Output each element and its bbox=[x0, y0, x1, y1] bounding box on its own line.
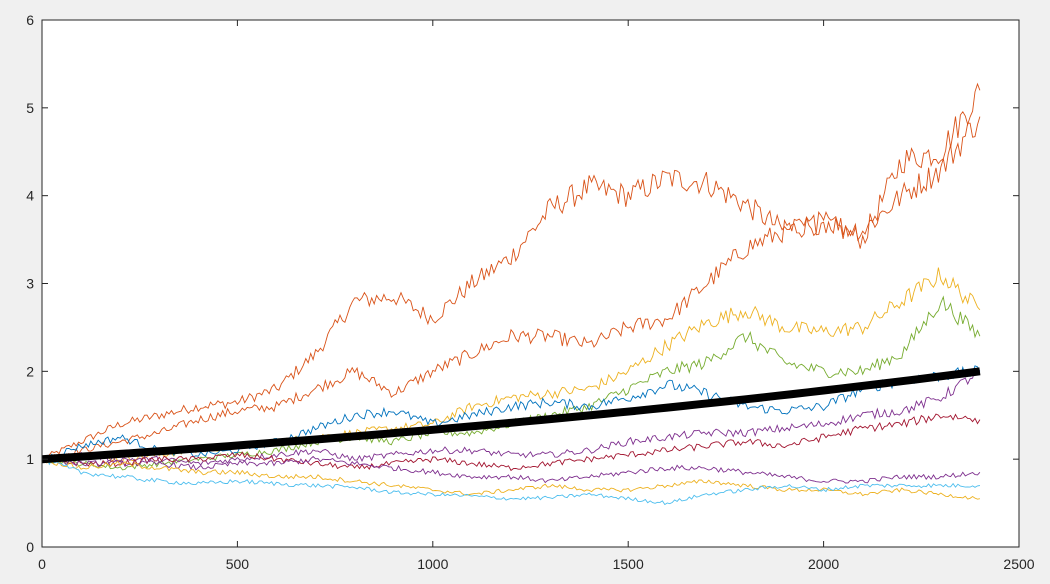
y-tick-label: 6 bbox=[26, 12, 34, 28]
y-tick-label: 5 bbox=[26, 100, 34, 116]
x-tick-label: 2000 bbox=[808, 556, 839, 572]
x-tick-label: 0 bbox=[38, 556, 46, 572]
x-tick-label: 2500 bbox=[1003, 556, 1034, 572]
series-line-8 bbox=[41, 455, 981, 484]
y-tick-label: 4 bbox=[26, 188, 34, 204]
plot-area bbox=[42, 20, 1019, 547]
series-line-2 bbox=[41, 116, 981, 461]
y-tick-label: 2 bbox=[26, 363, 34, 379]
series-line-6 bbox=[41, 369, 981, 466]
x-tick-label: 500 bbox=[226, 556, 250, 572]
tick-layer: 0 500 1000 1500 2000 2500 0 1 2 3 4 5 6 bbox=[26, 12, 1035, 572]
x-tick-label: 1000 bbox=[417, 556, 448, 572]
mean-line bbox=[41, 367, 981, 464]
series-line-10 bbox=[41, 456, 980, 506]
series-line-7 bbox=[41, 413, 981, 472]
mean-layer bbox=[41, 367, 981, 464]
y-tick-label: 3 bbox=[26, 276, 34, 292]
series-line-5 bbox=[41, 365, 981, 460]
series-line-9 bbox=[41, 456, 980, 500]
y-tick-label: 1 bbox=[26, 451, 34, 467]
y-tick-label: 0 bbox=[26, 539, 34, 555]
series-line-1 bbox=[41, 82, 981, 460]
x-tick-label: 1500 bbox=[613, 556, 644, 572]
